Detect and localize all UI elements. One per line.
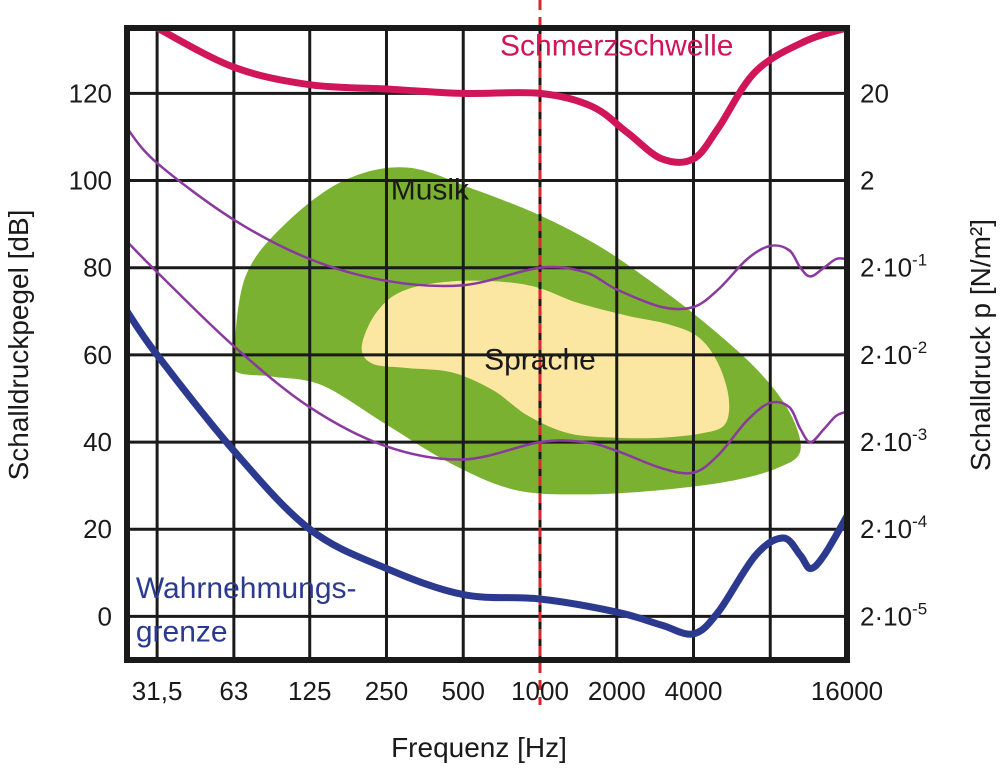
y-tick-label: 0	[98, 601, 112, 631]
y2-axis-label: Schalldruck p [N/m²]	[965, 219, 996, 471]
y2-tick-label: 2·10-4	[860, 512, 927, 544]
x-tick-label: 1000	[511, 676, 569, 706]
annotation-wahrnehmungs: Wahrnehmungs-	[136, 572, 357, 605]
y-tick-label: 120	[69, 78, 112, 108]
x-tick-label: 250	[365, 676, 408, 706]
y-tick-label: 60	[83, 340, 112, 370]
series-line-wahrnehmungs-grenze	[127, 307, 847, 638]
x-tick-label: 31,5	[132, 676, 183, 706]
series-line-4	[127, 240, 847, 475]
x-tick-label: 63	[219, 676, 248, 706]
x-tick-label: 16000	[811, 676, 883, 706]
x-tick-label: 125	[288, 676, 331, 706]
y2-tick-label: 2·10-5	[860, 599, 927, 631]
annotation-musik: Musik	[391, 173, 470, 206]
plot-frame	[124, 25, 850, 663]
y-axis-label: Schalldruckpegel [dB]	[3, 210, 34, 481]
y2-tick-label: 2·10-2	[860, 338, 927, 370]
y-tick-label: 80	[83, 253, 112, 283]
y2-tick-label: 2·10-1	[860, 251, 927, 283]
series-line-schmerzschwelle	[153, 28, 847, 166]
x-axis-label: Frequenz [Hz]	[391, 732, 567, 763]
x-tick-label: 4000	[665, 676, 723, 706]
y-tick-label: 100	[69, 166, 112, 196]
y-tick-label: 40	[83, 427, 112, 457]
annotation-schmerzschwelle: Schmerzschwelle	[500, 29, 733, 62]
annotation-sprache: Sprache	[484, 343, 596, 376]
series-line-3	[127, 126, 847, 311]
x-tick-label: 2000	[588, 676, 646, 706]
y2-tick-label: 2·10-3	[860, 425, 927, 457]
region-sprache	[361, 280, 730, 439]
annotation-grenze: grenze	[136, 616, 228, 649]
y2-tick-label: 20	[860, 78, 889, 108]
y2-tick-label: 2	[860, 166, 874, 196]
y-tick-label: 20	[83, 514, 112, 544]
x-tick-label: 500	[442, 676, 485, 706]
